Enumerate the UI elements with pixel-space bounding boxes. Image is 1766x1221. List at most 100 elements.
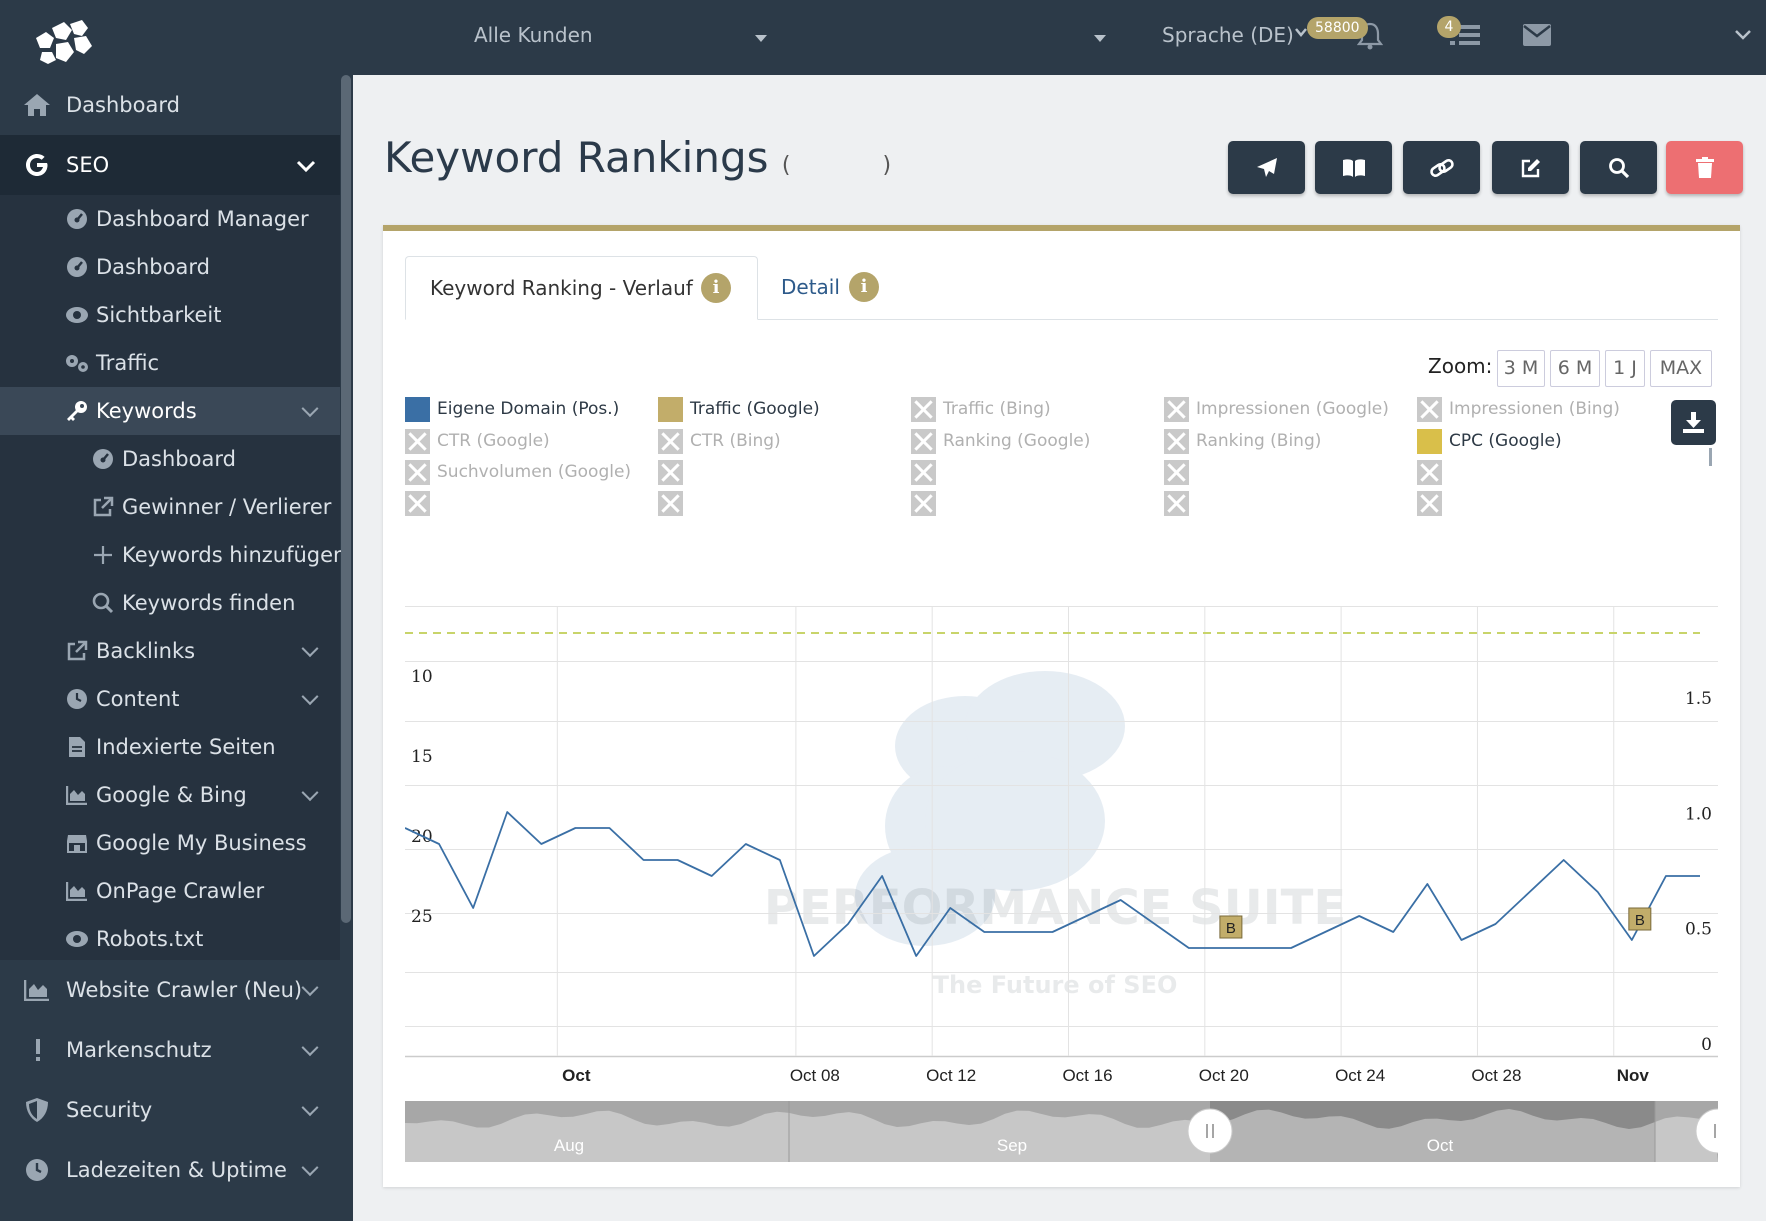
legend-disabled-icon: [1164, 460, 1189, 485]
x-tick-label: Oct 08: [790, 1066, 840, 1085]
y-left-tick-label: 20: [411, 827, 433, 847]
search-icon: [92, 592, 114, 614]
legend-disabled-icon: [658, 491, 683, 516]
sidebar-item-traffic[interactable]: Traffic: [0, 339, 340, 387]
legend-label: CTR (Google): [437, 431, 550, 451]
sidebar-item-label: Sichtbarkeit: [96, 303, 222, 327]
chevron-down-icon: [301, 979, 319, 997]
zoom-1j-button[interactable]: 1 J: [1605, 350, 1645, 387]
navigator-handle[interactable]: [1695, 1108, 1718, 1154]
sidebar-item-sichtbarkeit[interactable]: Sichtbarkeit: [0, 291, 340, 339]
dashboard-icon: [93, 449, 113, 469]
sidebar-scrollbar[interactable]: [341, 75, 351, 923]
chart-navigator[interactable]: Aug Sep Oct: [405, 1101, 1718, 1162]
legend-scrollbar[interactable]: [1709, 448, 1712, 466]
x-tick-label: Oct 24: [1335, 1066, 1385, 1085]
x-tick-label: Oct 12: [926, 1066, 976, 1085]
sidebar-item-label: Keywords hinzufügen: [122, 543, 347, 567]
sidebar-item-onpage-crawler[interactable]: OnPage Crawler: [0, 867, 340, 915]
legend-swatch: [1417, 429, 1442, 454]
eye-icon: [66, 307, 88, 323]
sidebar-item-robots-txt[interactable]: Robots.txt: [0, 915, 340, 963]
sidebar-item-label: Website Crawler (Neu): [66, 978, 303, 1002]
sidebar-item-google-bing[interactable]: Google & Bing: [0, 771, 340, 819]
sidebar-item-website-crawler[interactable]: Website Crawler (Neu): [0, 960, 340, 1020]
sidebar-item-ladezeiten-uptime[interactable]: Ladezeiten & Uptime: [0, 1140, 340, 1200]
legend-disabled-icon: [911, 460, 936, 485]
app-logo[interactable]: [30, 16, 96, 66]
sidebar-item-dashboard[interactable]: Dashboard: [0, 75, 340, 135]
sidebar-item-backlinks[interactable]: Backlinks: [0, 627, 340, 675]
sidebar-item-label: Gewinner / Verlierer: [122, 495, 332, 519]
sidebar-item-seo-dashboard[interactable]: Dashboard: [0, 243, 340, 291]
language-select[interactable]: Sprache (DE): [1162, 23, 1294, 47]
annotation-marker: [1628, 907, 1652, 931]
ranking-line-chart: PERFORMANCE SUITE The Future of SEO Oct Oct…: [405, 606, 1718, 1085]
sidebar-item-google-my-business[interactable]: Google My Business: [0, 819, 340, 867]
customer-select-caret-icon[interactable]: [755, 35, 767, 42]
info-icon[interactable]: i: [701, 273, 731, 303]
annotation-label: B: [1226, 920, 1236, 937]
language-chevron-icon[interactable]: [1294, 25, 1308, 39]
tab-keyword-ranking-verlauf[interactable]: Keyword Ranking - Verlauf i: [405, 256, 758, 320]
customer-select[interactable]: Alle Kunden: [474, 23, 593, 47]
sidebar-item-keywords-finden[interactable]: Keywords finden: [0, 579, 340, 627]
sidebar-item-label: Dashboard: [96, 255, 210, 279]
sidebar-item-keywords-hinzufuegen[interactable]: Keywords hinzufügen: [0, 531, 346, 579]
sidebar-item-markenschutz[interactable]: Markenschutz: [0, 1020, 340, 1080]
dashboard-icon: [67, 257, 87, 277]
download-chart-button[interactable]: [1671, 400, 1716, 445]
legend-label: Impressionen (Bing): [1449, 399, 1620, 419]
zoom-max-button[interactable]: MAX: [1650, 350, 1712, 387]
google-icon: [26, 154, 48, 176]
tab-detail[interactable]: Detail i: [758, 256, 908, 320]
sidebar-item-label: Dashboard: [122, 447, 236, 471]
trash-icon: [1695, 156, 1714, 178]
sidebar-item-keywords[interactable]: Keywords: [0, 387, 340, 435]
page-title-text: Keyword Rankings: [384, 133, 769, 182]
chevron-down-icon: [301, 1159, 319, 1177]
chevron-down-icon: [301, 640, 319, 658]
sidebar-item-label: Content: [96, 687, 180, 711]
sidebar-item-seo[interactable]: SEO: [0, 135, 340, 195]
x-tick-label: Oct 20: [1199, 1066, 1249, 1085]
info-icon[interactable]: i: [849, 272, 879, 302]
eye-icon: [66, 931, 88, 947]
sidebar-item-keywords-dashboard[interactable]: Dashboard: [0, 435, 340, 483]
sidebar-item-dashboard-manager[interactable]: Dashboard Manager: [0, 195, 340, 243]
search-button[interactable]: [1580, 141, 1657, 194]
edit-button[interactable]: [1492, 141, 1569, 194]
shield-icon: [26, 1098, 48, 1122]
sidebar-item-security[interactable]: Security: [0, 1080, 340, 1140]
legend-label: Impressionen (Google): [1196, 399, 1389, 419]
sidebar-item-label: Traffic: [96, 351, 160, 375]
chart-card: Keyword Ranking - Verlauf i Detail i Zoo…: [383, 225, 1740, 1187]
navigator-label: Oct: [1427, 1136, 1454, 1155]
link-button[interactable]: [1403, 141, 1480, 194]
x-tick-label: Nov: [1617, 1066, 1650, 1085]
external-link-icon: [93, 496, 114, 517]
seo-submenu-background: [0, 135, 340, 960]
documentation-button[interactable]: [1315, 141, 1392, 194]
navigator-handle[interactable]: [1187, 1108, 1233, 1154]
legend-disabled-icon: [405, 429, 430, 454]
dropdown-caret-icon[interactable]: [1094, 35, 1106, 42]
zoom-3m-button[interactable]: 3 M: [1497, 350, 1545, 387]
top-bar: Alle Kunden Sprache (DE) 58800 4: [0, 0, 1766, 75]
chevron-down-icon: [301, 784, 319, 802]
y-right-tick-label: 0.5: [1685, 920, 1712, 940]
paper-plane-icon: [1256, 157, 1277, 177]
sidebar-item-label: Indexierte Seiten: [96, 735, 276, 759]
watermark-title: PERFORMANCE SUITE: [764, 880, 1346, 936]
user-menu-chevron-icon[interactable]: [1734, 28, 1752, 42]
legend-label: Traffic (Bing): [943, 399, 1051, 419]
legend-disabled-icon: [405, 460, 430, 485]
delete-button[interactable]: [1666, 141, 1743, 194]
sidebar-item-gewinner-verlierer[interactable]: Gewinner / Verlierer: [0, 483, 340, 531]
sidebar-item-content[interactable]: Content: [0, 675, 340, 723]
zoom-6m-button[interactable]: 6 M: [1550, 350, 1600, 387]
y-left-tick-label: 10: [411, 667, 433, 687]
sidebar-item-indexierte-seiten[interactable]: Indexierte Seiten: [0, 723, 340, 771]
envelope-icon[interactable]: [1523, 24, 1551, 46]
send-button[interactable]: [1228, 141, 1305, 194]
